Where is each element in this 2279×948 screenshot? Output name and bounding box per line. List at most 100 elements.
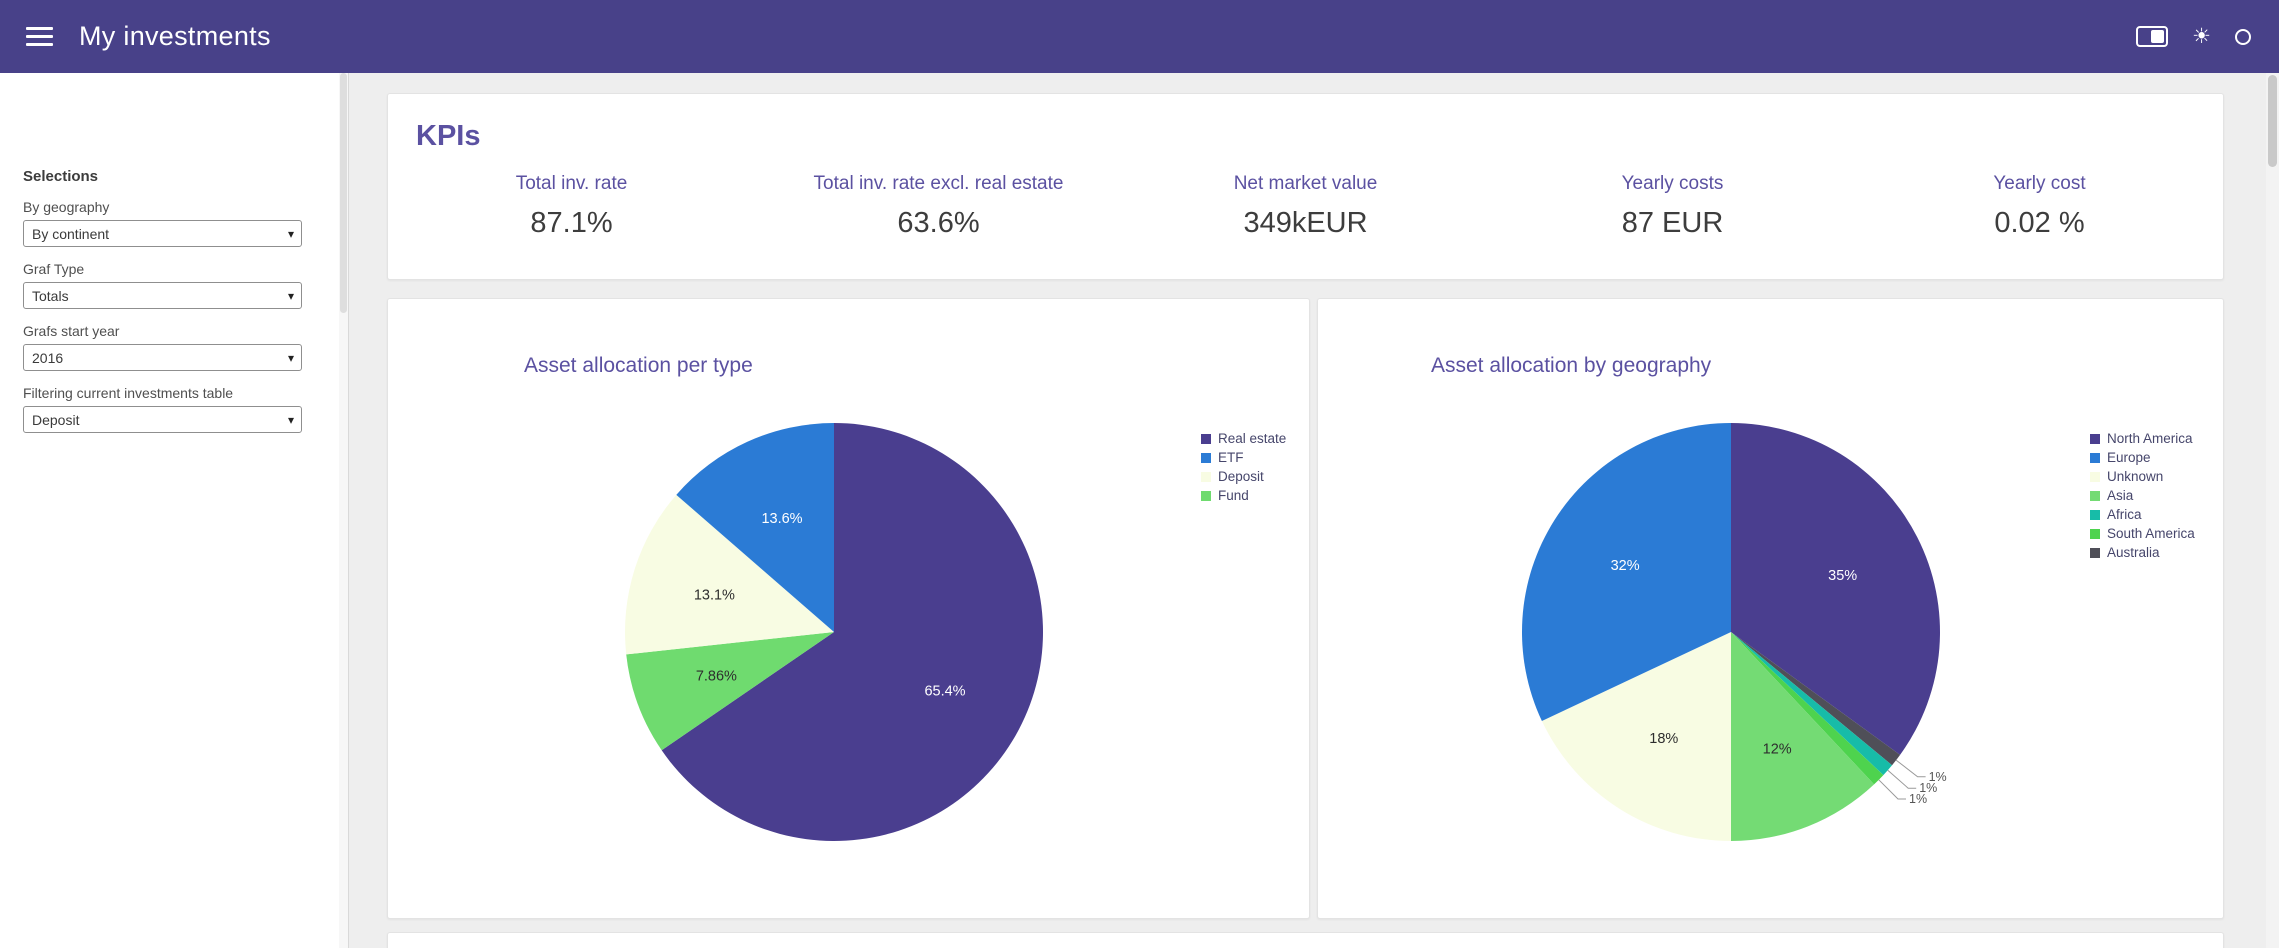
pie-slice-europe[interactable] xyxy=(1521,423,1731,721)
page-scrollbar-thumb[interactable] xyxy=(2268,75,2277,167)
navbar-actions: ☀ xyxy=(2136,26,2251,47)
pie-label-etf: 13.6% xyxy=(761,511,802,527)
kpi-yearly-cost: Yearly cost 0.02 % xyxy=(1856,173,2223,240)
menu-bar xyxy=(26,43,53,46)
chart-card-asset-type: Asset allocation per type 65.4% 7.86% 13.1… xyxy=(387,298,1310,919)
chart-legend-asset-type: Real estate ETF Deposit Fund xyxy=(1201,429,1286,505)
filter-group-start-year: Grafs start year 2016 ▾ xyxy=(23,323,348,371)
table-filter-select-wrap[interactable]: Deposit ▾ xyxy=(23,406,302,433)
pie-label-deposit: 13.1% xyxy=(694,587,735,603)
pie-slice-north-america[interactable] xyxy=(1731,423,1940,755)
legend-label: North America xyxy=(2107,431,2193,446)
pie-label-australia: 1% xyxy=(1929,770,1947,784)
display-toggle-knob xyxy=(2151,30,2165,43)
legend-swatch-etf xyxy=(1201,452,1211,463)
legend-label: South America xyxy=(2107,526,2195,541)
legend-label: Australia xyxy=(2107,545,2160,560)
menu-icon[interactable] xyxy=(26,22,53,51)
pie-label-north-america: 35% xyxy=(1828,568,1857,584)
app-title: My investments xyxy=(79,21,271,51)
chart-legend-geography: North America Europe Unknown Asia Africa Sout… xyxy=(2090,429,2195,562)
filter-label-start-year: Grafs start year xyxy=(23,323,120,339)
pie-slice-africa[interactable] xyxy=(1731,632,1893,776)
filter-group-graf-type: Graf Type Totals ▾ xyxy=(23,261,348,309)
brightness-icon[interactable]: ☀ xyxy=(2192,25,2211,48)
legend-swatch-fund xyxy=(1201,490,1211,501)
pie-slice-asia[interactable] xyxy=(1731,632,1875,841)
legend-swatch-unknown xyxy=(2090,471,2100,482)
legend-swatch-south-america xyxy=(2090,528,2100,539)
legend-swatch-real-estate xyxy=(1201,433,1211,444)
legend-label: Real estate xyxy=(1218,431,1287,446)
legend-label: Deposit xyxy=(1218,469,1264,484)
start-year-select-wrap[interactable]: 2016 ▾ xyxy=(23,344,302,371)
legend-item-europe[interactable]: Europe xyxy=(2090,448,2195,467)
pie-slice-australia[interactable] xyxy=(1731,632,1901,766)
filter-label-geography: By geography xyxy=(23,199,110,215)
legend-item-real-estate[interactable]: Real estate xyxy=(1201,429,1286,448)
kpi-label: Total inv. rate xyxy=(515,173,628,194)
sidebar-heading: Selections xyxy=(23,168,99,185)
menu-bar xyxy=(26,35,53,38)
kpi-card: KPIs Total inv. rate 87.1% Total inv. ra… xyxy=(387,93,2224,280)
sidebar-scrollbar-thumb[interactable] xyxy=(340,73,347,313)
legend-label: Unknown xyxy=(2107,469,2164,484)
pie-label-europe: 32% xyxy=(1611,558,1640,574)
filter-group-geography: By geography By continent ▾ xyxy=(23,199,348,247)
legend-swatch-australia xyxy=(2090,547,2100,558)
selections-sidebar: Selections By geography By continent ▾ G… xyxy=(0,73,349,948)
pie-slice-fund[interactable] xyxy=(626,632,834,751)
pie-chart-geography[interactable]: 35% 1%1%1% 12% 18% 32% xyxy=(1318,389,2222,909)
chart-title-asset-type: Asset allocation per type xyxy=(524,354,753,377)
legend-item-australia[interactable]: Australia xyxy=(2090,543,2195,562)
pie-slice-unknown[interactable] xyxy=(1541,632,1731,841)
graf-type-select-wrap[interactable]: Totals ▾ xyxy=(23,282,302,309)
legend-item-deposit[interactable]: Deposit xyxy=(1201,467,1286,486)
kpi-label: Net market value xyxy=(1233,173,1378,194)
pie-label-leader-line xyxy=(1887,769,1917,789)
legend-item-asia[interactable]: Asia xyxy=(2090,486,2195,505)
geography-select-wrap[interactable]: By continent ▾ xyxy=(23,220,302,247)
kpi-value: 0.02 % xyxy=(1994,207,2085,239)
page-scrollbar[interactable] xyxy=(2266,73,2279,948)
legend-swatch-europe xyxy=(2090,452,2100,463)
pie-label-south-america: 1% xyxy=(1909,792,1927,806)
start-year-select[interactable]: 2016 xyxy=(24,345,301,370)
menu-bar xyxy=(26,27,53,30)
pie-slice-deposit[interactable] xyxy=(625,494,834,655)
legend-item-fund[interactable]: Fund xyxy=(1201,486,1286,505)
status-circle-icon[interactable] xyxy=(2235,28,2251,45)
pie-slice-real-estate[interactable] xyxy=(661,423,1044,841)
filter-group-table-filter: Filtering current investments table Depo… xyxy=(23,385,348,433)
pie-label-fund: 7.86% xyxy=(696,669,737,685)
kpi-value: 63.6% xyxy=(897,207,980,239)
legend-item-north-america[interactable]: North America xyxy=(2090,429,2195,448)
kpi-label: Yearly costs xyxy=(1621,173,1724,194)
kpi-value: 349kEUR xyxy=(1243,207,1368,239)
top-navbar: My investments ☀ xyxy=(0,0,2279,73)
legend-swatch-asia xyxy=(2090,490,2100,501)
kpi-card-title: KPIs xyxy=(416,120,481,152)
chart-title-geography: Asset allocation by geography xyxy=(1431,354,1712,377)
legend-item-etf[interactable]: ETF xyxy=(1201,448,1286,467)
display-toggle-icon[interactable] xyxy=(2136,26,2169,47)
pie-chart-asset-type[interactable]: 65.4% 7.86% 13.1% 13.6% xyxy=(388,389,1308,909)
legend-swatch-africa xyxy=(2090,509,2100,520)
chart-card-geography: Asset allocation by geography 35% 1% 1% 1% 1… xyxy=(1317,298,2224,919)
geography-select[interactable]: By continent xyxy=(24,221,301,246)
legend-item-unknown[interactable]: Unknown xyxy=(2090,467,2195,486)
pie-label-leader-line xyxy=(1895,759,1926,778)
pie-label-asia: 12% xyxy=(1763,742,1792,758)
table-filter-select[interactable]: Deposit xyxy=(24,407,301,432)
legend-swatch-deposit xyxy=(1201,471,1211,482)
legend-item-south-america[interactable]: South America xyxy=(2090,524,2195,543)
legend-item-africa[interactable]: Africa xyxy=(2090,505,2195,524)
legend-label: Fund xyxy=(1218,488,1249,503)
pie-slice-etf[interactable] xyxy=(676,423,834,632)
filter-label-graf-type: Graf Type xyxy=(23,261,85,277)
pie-slice-south-america[interactable] xyxy=(1731,632,1884,785)
kpi-yearly-costs: Yearly costs 87 EUR xyxy=(1489,173,1856,240)
graf-type-select[interactable]: Totals xyxy=(24,283,301,308)
sidebar-scrollbar[interactable] xyxy=(339,73,348,948)
